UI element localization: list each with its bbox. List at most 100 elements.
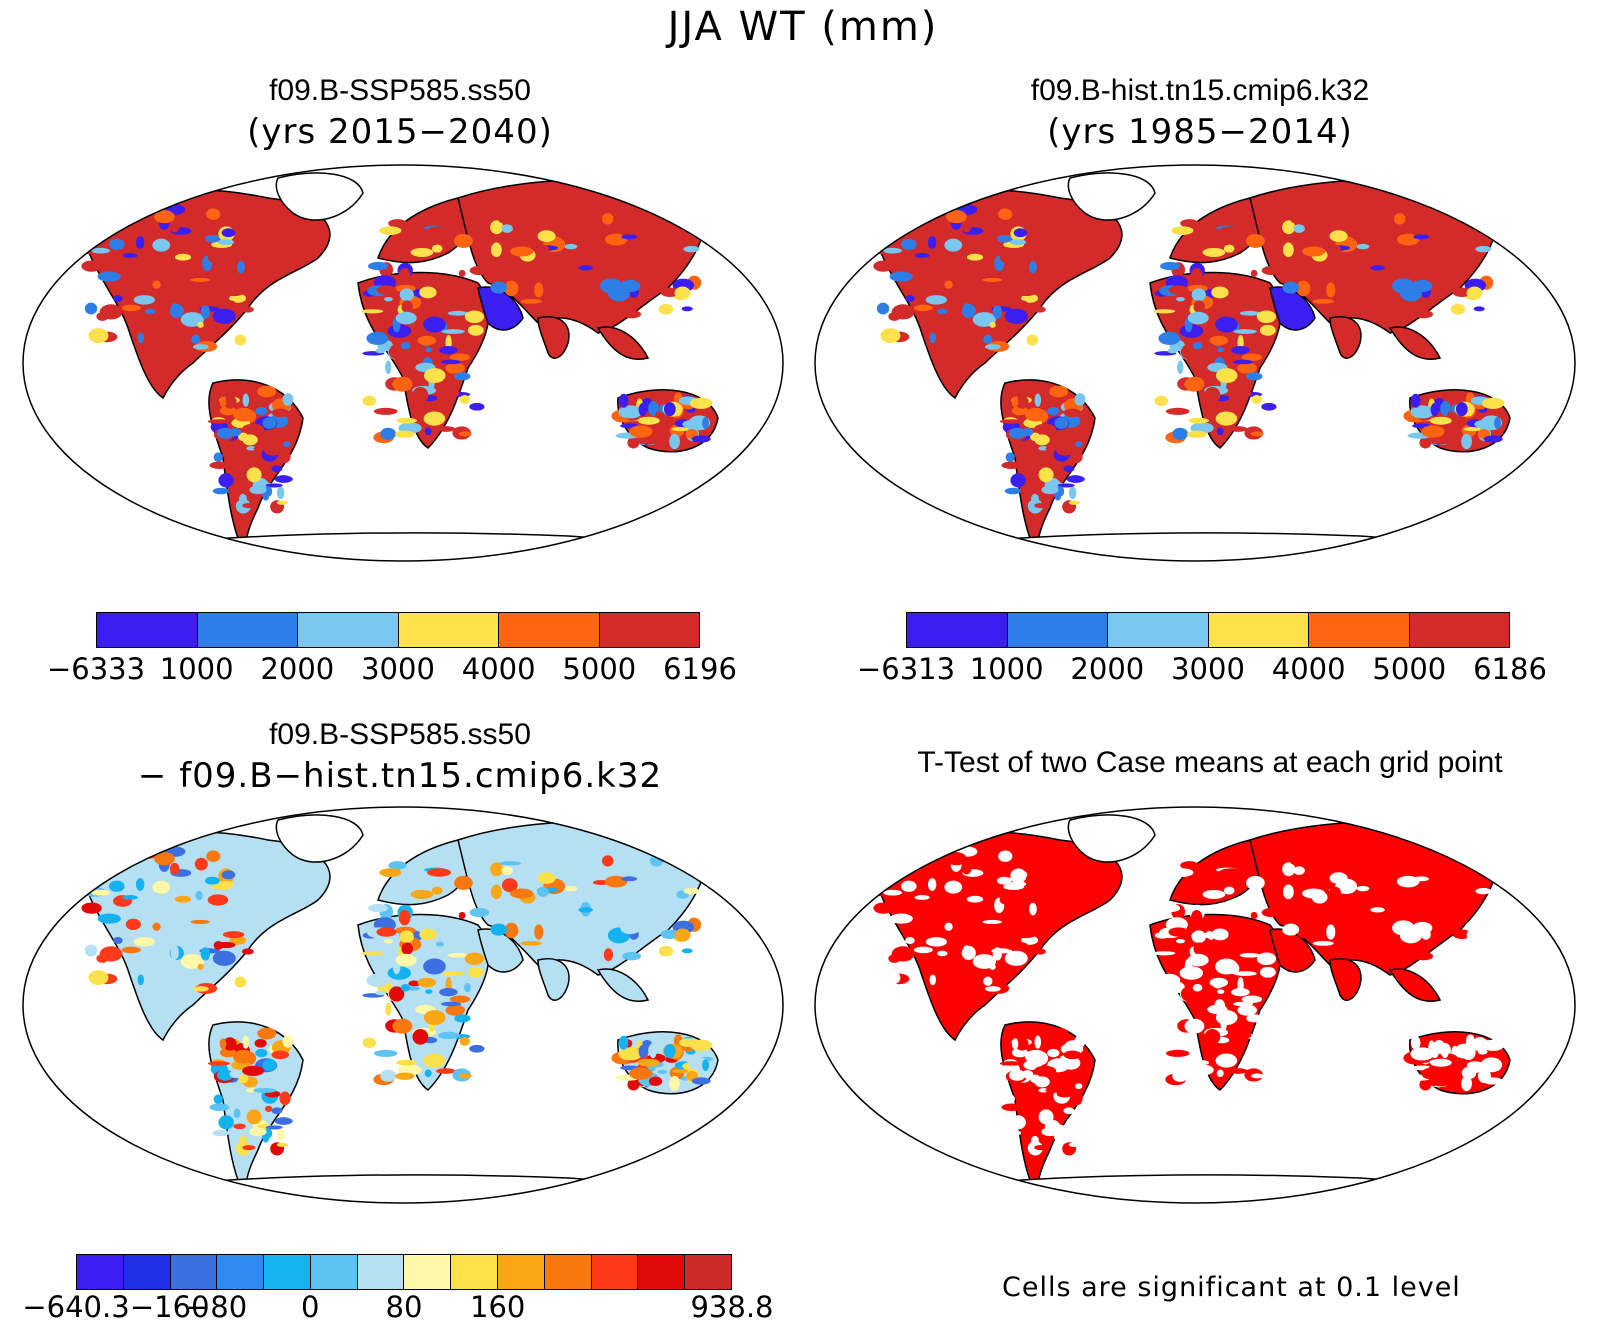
map-patch	[691, 435, 711, 443]
map-patch	[1250, 1073, 1264, 1079]
landmass-antarctica	[959, 532, 1432, 561]
colorbar-tick-label: 1000	[159, 652, 234, 686]
map-patch	[1001, 461, 1022, 470]
colorbar-1	[96, 612, 700, 648]
colorbar-tick-label: −640.3	[22, 1290, 130, 1324]
map-patch	[1045, 446, 1069, 451]
map-patch	[944, 880, 963, 894]
colorbar-swatch	[264, 1255, 311, 1289]
landmass-arabia	[1269, 928, 1316, 973]
map-patch	[1219, 868, 1244, 877]
map-patch	[207, 419, 231, 424]
map-patch	[467, 324, 484, 336]
map-patch	[435, 941, 445, 947]
map-patch	[660, 929, 680, 939]
colorbar-tick-label: 2000	[260, 652, 335, 686]
map-patch	[1172, 1069, 1188, 1082]
map-patch	[1071, 1091, 1083, 1106]
panel-1-title: f09.B-SSP585.ss50	[269, 74, 531, 107]
map-patch	[380, 427, 396, 440]
map-patch	[1049, 385, 1069, 398]
map-patch	[1187, 311, 1209, 325]
map-patch	[1175, 939, 1185, 944]
map-patch	[213, 452, 223, 462]
map-patch	[1241, 353, 1263, 361]
map-patch	[454, 875, 473, 890]
map-patch	[1180, 219, 1199, 228]
map-patch	[459, 1037, 470, 1046]
map-patch	[1413, 876, 1430, 882]
map-patch	[1251, 395, 1262, 404]
map-patch	[233, 1123, 246, 1130]
map-patch	[1011, 1048, 1029, 1058]
map-patch	[398, 909, 411, 926]
map-patch	[687, 861, 701, 874]
map-patch	[399, 930, 414, 944]
map-patch	[275, 1117, 291, 1125]
landmass-arabia	[1269, 286, 1316, 331]
map-patch	[441, 971, 465, 976]
map-patch	[121, 304, 141, 312]
map-patch	[1005, 1094, 1015, 1104]
map-patch	[883, 247, 903, 254]
map-patch	[992, 305, 1003, 319]
map-patch	[423, 411, 446, 426]
map-patch	[1004, 950, 1028, 966]
map-patch	[1184, 376, 1205, 392]
colorbar-tick-label: 160	[470, 1290, 526, 1324]
map-patch	[689, 1039, 713, 1051]
map-patch	[927, 236, 937, 249]
map-patch	[1187, 1072, 1207, 1080]
map-patch	[914, 253, 930, 258]
map-patch	[669, 1075, 680, 1092]
map-patch	[917, 276, 933, 289]
map-patch	[241, 948, 254, 955]
map-patch	[629, 1067, 653, 1080]
map-patch	[1158, 973, 1181, 987]
map-patch	[209, 1103, 230, 1112]
map-patch	[1211, 928, 1229, 941]
colorbar-swatch	[1007, 613, 1108, 647]
panel-4-title: T-Test of two Case means at each grid po…	[917, 746, 1503, 779]
map-patch	[445, 362, 466, 374]
map-patch	[113, 295, 123, 303]
map-patch	[447, 310, 468, 316]
map-patch	[564, 243, 578, 250]
map-patch	[458, 269, 466, 278]
map-patch	[1414, 952, 1433, 961]
map-patch	[410, 247, 434, 257]
map-patch	[648, 434, 663, 445]
map-patch	[1015, 395, 1029, 409]
map-patch	[927, 878, 937, 891]
map-patch	[681, 306, 693, 312]
map-patch	[118, 846, 131, 855]
map-patch	[144, 950, 156, 957]
map-patch	[439, 988, 458, 997]
map-patch	[200, 947, 211, 961]
colorbar-tick-label: 80	[385, 1290, 423, 1324]
map-patch	[375, 990, 386, 996]
map-patch	[133, 295, 155, 305]
map-patch	[1227, 426, 1248, 432]
map-patch	[1057, 1125, 1075, 1130]
map-patch	[1246, 1014, 1263, 1023]
map-patch	[1430, 1044, 1440, 1059]
map-patch	[238, 1074, 249, 1084]
map-patch	[1475, 245, 1492, 253]
map-patch	[458, 911, 466, 920]
map-patch	[1429, 1058, 1452, 1067]
map-patch	[1282, 242, 1294, 258]
map-patch	[229, 428, 242, 437]
map-patch	[1004, 487, 1022, 495]
map-patch	[395, 1072, 415, 1080]
colorbar-tick-label: 3000	[361, 652, 435, 686]
map-patch	[1063, 465, 1075, 473]
map-patch	[218, 473, 234, 488]
map-patch	[396, 1059, 418, 1066]
map-patch	[917, 918, 933, 931]
map-patch	[1250, 269, 1258, 278]
panel-2-subtitle: (yrs 1985−2014)	[1047, 112, 1353, 152]
map-patch	[1261, 907, 1282, 918]
map-patch	[449, 995, 471, 1003]
map-patch	[242, 393, 250, 407]
